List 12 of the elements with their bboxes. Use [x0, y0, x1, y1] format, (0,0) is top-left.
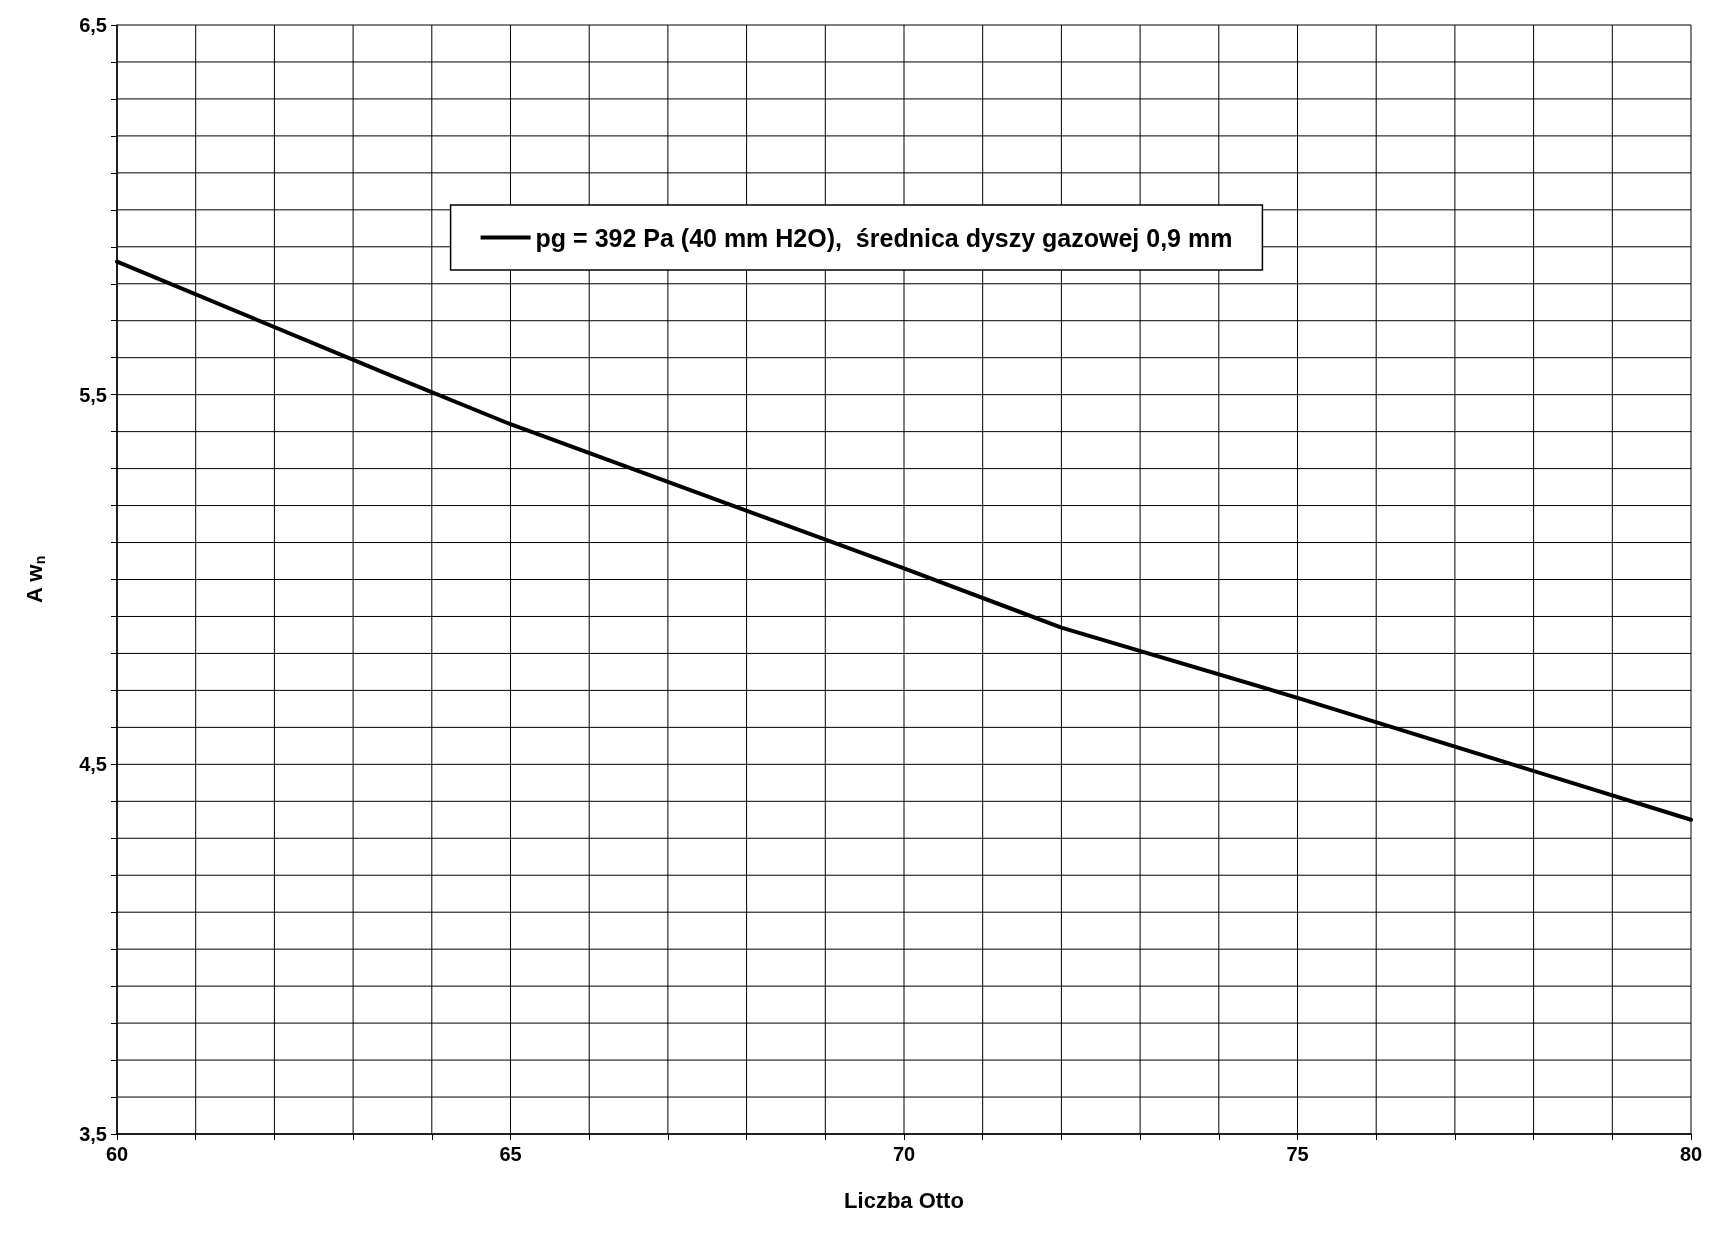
x-tick-label: 70: [892, 1143, 916, 1165]
y-tick-label: 5,5: [79, 383, 107, 406]
x-tick-label: 80: [1679, 1143, 1703, 1165]
x-axis-title: Liczba Otto: [844, 1187, 964, 1213]
x-tick-label: 75: [1286, 1143, 1309, 1165]
y-tick-label: 3,5: [79, 1123, 107, 1145]
legend-label: pg = 392 Pa (40 mm H2O), średnica dyszy gazowej 0,9 mm: [535, 223, 1233, 252]
y-tick-label: 4,5: [79, 753, 107, 776]
y-tick-label: 6,5: [79, 14, 107, 36]
x-tick-label: 65: [499, 1143, 522, 1165]
x-tick-label: 60: [105, 1143, 129, 1165]
y-axis-title: A wn: [21, 555, 48, 603]
